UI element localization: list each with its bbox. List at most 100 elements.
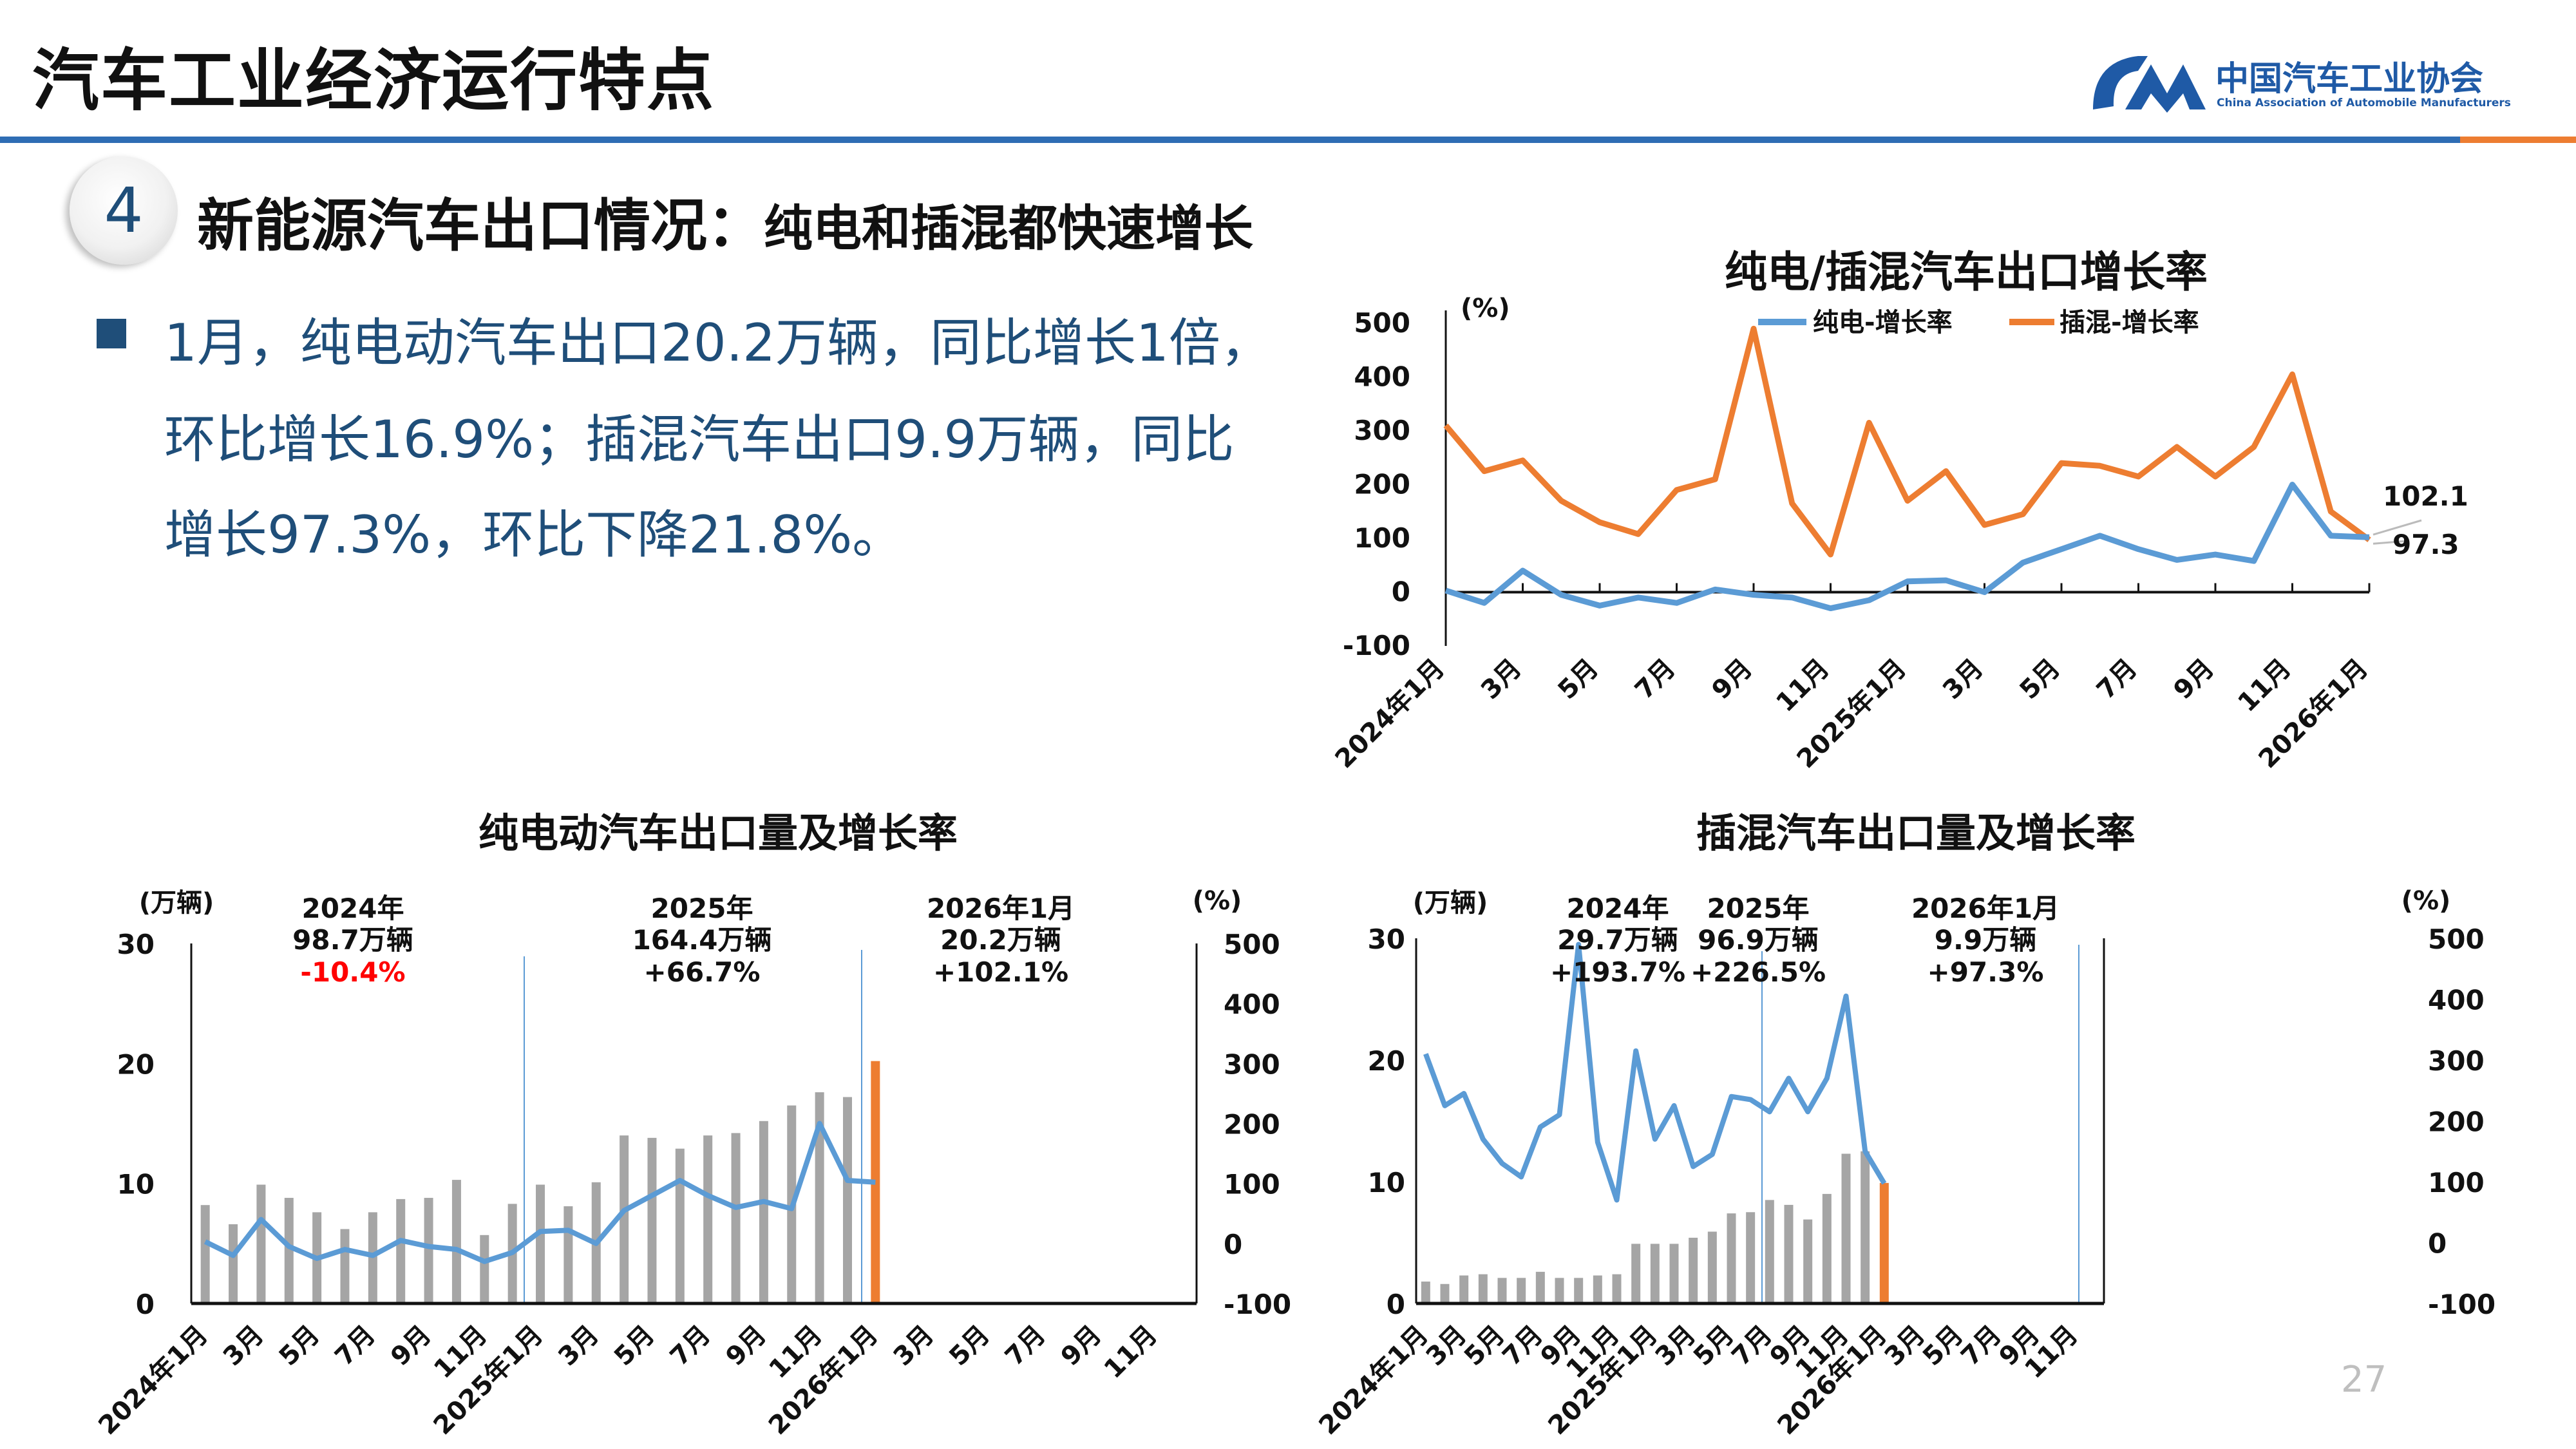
bar-volume	[229, 1224, 238, 1303]
y-right-tick-label: 100	[2428, 1167, 2485, 1198]
bullet-square-icon	[97, 319, 126, 348]
annotation-change: +193.7%	[1550, 956, 1685, 988]
cam-logo-icon	[2093, 56, 2206, 113]
y-tick-label: 100	[1354, 522, 1410, 554]
x-tick-label: 7月	[1629, 654, 1681, 705]
bar-volume	[842, 1097, 852, 1303]
bar-volume	[1612, 1274, 1622, 1303]
annotation-period: 2026年1月	[1911, 893, 2060, 924]
data-label-phev-last: 97.3	[2392, 529, 2459, 560]
logo-name-en: China Association of Automobile Manufact…	[2217, 97, 2511, 109]
bullet-text-line: 环比增长16.9%；插混汽车出口9.9万辆，同比	[164, 410, 1235, 469]
bar-volume	[1478, 1274, 1488, 1303]
legend-label-bev: 纯电-增长率	[1813, 308, 1953, 337]
y-right-tick-label: 300	[2428, 1045, 2485, 1077]
x-tick-label: 3月	[888, 1320, 940, 1372]
y-tick-label: 0	[1392, 576, 1410, 608]
bar-volume	[1574, 1278, 1584, 1303]
bar-volume	[1440, 1283, 1450, 1303]
x-tick-label: 7月	[329, 1320, 381, 1372]
bar-volume	[1689, 1237, 1698, 1303]
annotation-period: 2025年	[1707, 893, 1810, 924]
bar-current-month	[1879, 1182, 1889, 1303]
x-tick-label: 5月	[274, 1320, 325, 1372]
y-tick-label: 500	[1354, 307, 1410, 339]
y-axis-left-unit: (万辆)	[1413, 888, 1488, 918]
annotation-period: 2024年	[1567, 893, 1669, 924]
series-line-phev-growth	[1443, 325, 2371, 558]
bar-volume	[1803, 1219, 1813, 1303]
bar-volume	[1746, 1212, 1756, 1303]
chart-title: 插混汽车出口量及增长率	[1696, 810, 2136, 857]
y-axis-left-unit: (万辆)	[139, 888, 214, 918]
series-line-growth	[1423, 942, 1887, 1203]
annotation-period: 2026年1月	[927, 893, 1075, 924]
y-tick-label: 200	[1354, 469, 1410, 500]
y-tick-label: 300	[1354, 415, 1410, 446]
y-right-tick-label: 0	[1224, 1229, 1242, 1260]
x-tick-label: 5月	[1553, 654, 1604, 705]
annotation-total: 29.7万辆	[1557, 924, 1678, 956]
y-left-tick-label: 0	[136, 1289, 155, 1320]
bar-volume	[1707, 1231, 1717, 1303]
bar-volume	[675, 1148, 685, 1303]
chart-title: 纯电动汽车出口量及增长率	[478, 810, 958, 857]
x-tick-label: 7月	[665, 1320, 716, 1372]
y-right-tick-label: 500	[2428, 923, 2485, 955]
data-label-bev-last: 102.1	[2383, 480, 2468, 512]
x-tick-label: 11月	[1099, 1320, 1163, 1385]
x-tick-label: 3月	[1937, 654, 1989, 705]
bar-volume	[815, 1092, 824, 1303]
bar-volume	[424, 1198, 433, 1303]
y-right-tick-label: 100	[1224, 1169, 1280, 1200]
x-tick-label: 2024年1月	[93, 1320, 214, 1441]
bar-volume	[703, 1135, 713, 1303]
y-right-tick-label: 0	[2428, 1228, 2447, 1260]
x-tick-label: 5月	[943, 1320, 995, 1372]
section-subtitle: 纯电和插混都快速增长	[764, 200, 1254, 257]
bar-volume	[1650, 1244, 1660, 1303]
bar-volume	[1822, 1193, 1832, 1303]
y-right-tick-label: 200	[2428, 1106, 2485, 1138]
y-left-tick-label: 30	[117, 929, 155, 960]
annotation-change: +226.5%	[1690, 956, 1826, 988]
section-title: 新能源汽车出口情况：	[197, 193, 764, 259]
annotation-total: 96.9万辆	[1698, 924, 1819, 956]
bar-volume	[1631, 1244, 1641, 1303]
y-axis-right-unit: (%)	[1193, 886, 1242, 916]
y-right-tick-label: 500	[1224, 929, 1280, 960]
bar-volume	[1497, 1278, 1507, 1303]
y-left-tick-label: 10	[1368, 1167, 1405, 1198]
y-tick-label: -100	[1343, 630, 1410, 661]
bar-volume	[1421, 1281, 1430, 1303]
y-axis-unit: (%)	[1461, 294, 1510, 323]
bar-volume	[731, 1133, 741, 1303]
y-left-tick-label: 30	[1368, 923, 1405, 955]
series-line-bev-growth	[1444, 482, 2370, 612]
annotation-change: +97.3%	[1927, 956, 2044, 988]
bar-volume	[480, 1235, 489, 1303]
bar-volume	[1555, 1278, 1564, 1303]
y-axis-right-unit: (%)	[2401, 886, 2451, 916]
series-line-growth	[204, 1121, 876, 1264]
bar-volume	[1841, 1153, 1851, 1303]
y-left-tick-label: 10	[117, 1169, 155, 1200]
annotation-total: 164.4万辆	[632, 924, 772, 956]
x-tick-label: 7月	[999, 1320, 1051, 1372]
y-left-tick-label: 0	[1387, 1289, 1405, 1320]
bar-volume	[1535, 1271, 1545, 1303]
y-left-tick-label: 20	[117, 1048, 155, 1080]
y-left-tick-label: 20	[1368, 1045, 1405, 1077]
data-label-leader	[2372, 519, 2422, 536]
bar-volume	[1517, 1278, 1526, 1303]
bar-volume	[564, 1206, 573, 1303]
bar-volume	[536, 1184, 545, 1303]
x-tick-label: 3月	[553, 1320, 604, 1372]
x-tick-label: 5月	[609, 1320, 660, 1372]
x-tick-label: 2024年1月	[1330, 654, 1451, 775]
bar-volume	[1727, 1213, 1736, 1303]
bar-current-month	[871, 1061, 880, 1303]
chart-title: 纯电/插混汽车出口增长率	[1725, 247, 2208, 297]
annotation-change: +66.7%	[644, 956, 761, 988]
bar-volume	[620, 1135, 629, 1303]
